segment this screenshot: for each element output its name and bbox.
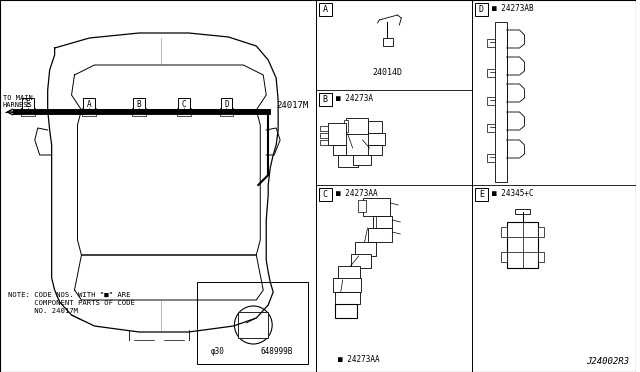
- Bar: [372, 216, 392, 228]
- Bar: [358, 200, 365, 212]
- Bar: [538, 252, 545, 262]
- Bar: [333, 145, 346, 155]
- Text: 24014D: 24014D: [372, 68, 403, 77]
- Bar: [333, 278, 360, 292]
- Bar: [487, 124, 495, 132]
- Bar: [319, 188, 332, 201]
- Bar: [220, 108, 234, 116]
- Bar: [221, 98, 232, 110]
- Bar: [355, 242, 376, 256]
- Bar: [319, 3, 332, 16]
- Bar: [367, 228, 392, 242]
- Text: ■ 24273A: ■ 24273A: [336, 94, 372, 103]
- Text: ■ 24273AB: ■ 24273AB: [492, 4, 533, 13]
- Bar: [367, 133, 385, 145]
- Bar: [132, 108, 146, 116]
- Ellipse shape: [234, 306, 272, 344]
- Bar: [319, 93, 332, 106]
- Bar: [83, 108, 97, 116]
- Bar: [177, 108, 191, 116]
- Text: E: E: [26, 99, 30, 109]
- Text: ■ 24345+C: ■ 24345+C: [492, 189, 533, 198]
- Text: C: C: [182, 99, 186, 109]
- Bar: [335, 292, 360, 304]
- Bar: [21, 108, 35, 116]
- Bar: [335, 304, 356, 318]
- Bar: [178, 98, 189, 110]
- Bar: [320, 133, 328, 138]
- Bar: [500, 227, 507, 237]
- Bar: [487, 154, 495, 162]
- Bar: [239, 312, 268, 338]
- Text: NOTE: CODE NOS. WITH "■" ARE
      COMPONENT PARTS OF CODE
      NO. 24017M: NOTE: CODE NOS. WITH "■" ARE COMPONENT P…: [8, 292, 135, 314]
- Bar: [487, 39, 495, 47]
- Bar: [320, 140, 328, 145]
- Bar: [328, 123, 346, 145]
- Text: B: B: [323, 95, 328, 104]
- Bar: [475, 3, 488, 16]
- Text: E: E: [479, 190, 484, 199]
- Bar: [500, 252, 507, 262]
- Bar: [367, 121, 383, 133]
- Bar: [22, 98, 34, 110]
- Text: C: C: [323, 190, 328, 199]
- Bar: [515, 209, 531, 214]
- Text: ■ 24273AA: ■ 24273AA: [336, 189, 378, 198]
- Bar: [196, 282, 308, 364]
- Text: φ30: φ30: [211, 347, 225, 356]
- Text: TO MAIN
HARNESS: TO MAIN HARNESS: [3, 95, 33, 108]
- Text: D: D: [224, 99, 228, 109]
- Text: 24017M: 24017M: [276, 100, 308, 109]
- Bar: [383, 38, 394, 46]
- Bar: [487, 69, 495, 77]
- Bar: [367, 145, 383, 155]
- Text: A: A: [323, 5, 328, 14]
- Bar: [83, 98, 95, 110]
- Text: J24002R3: J24002R3: [586, 357, 629, 366]
- Bar: [507, 222, 538, 268]
- Bar: [320, 126, 328, 131]
- Bar: [475, 188, 488, 201]
- Text: B: B: [137, 99, 141, 109]
- Bar: [487, 97, 495, 105]
- Bar: [495, 22, 507, 182]
- Bar: [338, 155, 358, 167]
- Bar: [538, 227, 545, 237]
- Bar: [133, 98, 145, 110]
- Bar: [346, 118, 367, 134]
- Text: ■ 24273AA: ■ 24273AA: [338, 356, 380, 365]
- Bar: [338, 266, 360, 280]
- Bar: [353, 155, 371, 165]
- Bar: [351, 254, 371, 268]
- Bar: [344, 120, 348, 132]
- Text: D: D: [479, 5, 484, 14]
- Bar: [363, 198, 390, 216]
- Text: 648999B: 648999B: [260, 347, 292, 356]
- Text: A: A: [87, 99, 92, 109]
